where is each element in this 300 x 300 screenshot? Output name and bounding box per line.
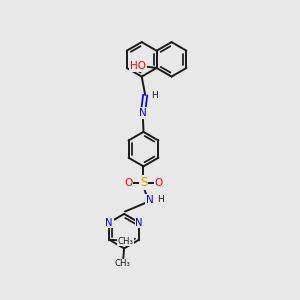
Text: HO: HO xyxy=(130,61,146,71)
Text: CH₃: CH₃ xyxy=(118,237,134,246)
Text: O: O xyxy=(124,178,132,188)
Text: H: H xyxy=(157,195,164,204)
Text: O: O xyxy=(155,178,163,188)
Text: N: N xyxy=(135,218,143,227)
Text: H: H xyxy=(152,91,158,100)
Text: N: N xyxy=(146,195,153,205)
Text: N: N xyxy=(106,218,113,227)
Text: N: N xyxy=(139,108,147,118)
Text: S: S xyxy=(140,176,147,189)
Text: CH₃: CH₃ xyxy=(115,259,131,268)
